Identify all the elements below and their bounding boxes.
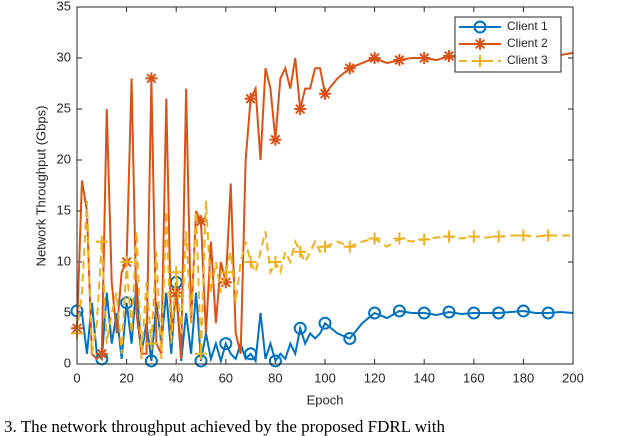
marker xyxy=(268,354,282,368)
x-tick-label: 120 xyxy=(364,370,386,385)
legend-label: Client 2 xyxy=(507,36,548,50)
marker xyxy=(517,229,530,242)
legend-label: Client 1 xyxy=(507,19,548,33)
legend-label: Client 3 xyxy=(507,53,548,67)
marker xyxy=(219,337,233,351)
marker xyxy=(343,62,356,75)
marker xyxy=(467,230,480,243)
marker xyxy=(492,306,506,320)
legend-marker xyxy=(474,38,486,50)
marker xyxy=(542,229,555,242)
marker xyxy=(145,72,158,85)
y-axis-label: Network Throughput (Gbps) xyxy=(33,106,48,267)
y-tick-label: 20 xyxy=(57,151,71,166)
y-tick-label: 5 xyxy=(64,304,71,319)
marker xyxy=(443,49,455,62)
x-tick-label: 180 xyxy=(513,370,535,385)
series-line xyxy=(76,282,574,365)
marker xyxy=(244,256,257,268)
x-tick-label: 100 xyxy=(314,370,336,385)
marker xyxy=(293,321,307,335)
marker xyxy=(516,304,530,318)
marker xyxy=(319,87,331,100)
x-tick-label: 40 xyxy=(169,370,183,385)
marker xyxy=(95,347,108,360)
marker xyxy=(417,306,431,320)
marker xyxy=(392,304,406,318)
legend-marker xyxy=(473,20,487,34)
marker xyxy=(418,233,431,246)
marker xyxy=(343,332,357,345)
marker xyxy=(269,133,282,146)
marker xyxy=(393,232,406,245)
marker xyxy=(145,337,158,350)
y-tick-label: 0 xyxy=(64,355,71,370)
marker xyxy=(219,266,232,279)
marker xyxy=(318,316,332,330)
marker xyxy=(120,256,133,268)
x-tick-label: 200 xyxy=(562,370,584,385)
marker xyxy=(368,306,382,320)
x-tick-label: 0 xyxy=(73,370,80,385)
caption: 3. The network throughput achieved by th… xyxy=(4,417,445,436)
x-tick-label: 80 xyxy=(268,370,282,385)
marker xyxy=(244,92,257,105)
x-axis-label: Epoch xyxy=(307,392,344,407)
marker xyxy=(418,52,431,64)
marker xyxy=(368,52,381,64)
marker xyxy=(467,306,481,320)
x-tick-label: 20 xyxy=(119,370,133,385)
marker xyxy=(294,245,307,258)
x-tick-label: 160 xyxy=(463,370,485,385)
marker xyxy=(195,215,207,228)
marker xyxy=(393,54,406,67)
marker xyxy=(144,354,158,368)
marker xyxy=(343,240,356,253)
marker xyxy=(170,286,183,299)
marker xyxy=(443,230,455,243)
marker xyxy=(269,256,282,268)
marker xyxy=(294,103,307,115)
legend-marker xyxy=(474,55,486,67)
y-tick-label: 15 xyxy=(57,202,71,217)
y-tick-label: 30 xyxy=(57,49,71,64)
y-tick-label: 25 xyxy=(57,100,71,115)
x-tick-label: 140 xyxy=(413,370,435,385)
x-tick-label: 60 xyxy=(219,370,233,385)
marker xyxy=(244,347,258,361)
marker xyxy=(541,306,555,320)
marker xyxy=(319,240,331,253)
marker xyxy=(368,232,381,245)
y-tick-label: 35 xyxy=(57,0,71,13)
marker xyxy=(95,235,108,248)
marker xyxy=(492,230,505,243)
marker xyxy=(219,276,232,289)
marker xyxy=(195,347,207,360)
marker xyxy=(442,305,456,319)
marker xyxy=(170,266,183,279)
y-tick-label: 10 xyxy=(57,253,71,268)
plot-border xyxy=(76,6,574,365)
